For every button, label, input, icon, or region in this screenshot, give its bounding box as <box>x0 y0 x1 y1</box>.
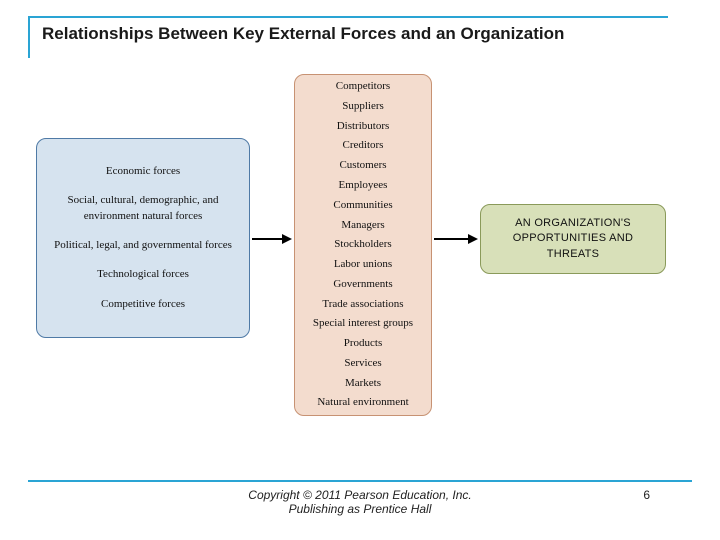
copyright-footer: Copyright © 2011 Pearson Education, Inc.… <box>0 488 720 516</box>
stakeholder-item: Employees <box>339 178 388 193</box>
stakeholder-item: Stockholders <box>334 237 391 252</box>
forces-item: Competitive forces <box>101 297 185 312</box>
arrow-line <box>252 238 282 240</box>
stakeholder-item: Trade associations <box>322 297 403 312</box>
stakeholder-item: Communities <box>333 198 392 213</box>
outcome-line: AN ORGANIZATION'S <box>515 216 631 231</box>
forces-box: Economic forces Social, cultural, demogra… <box>36 138 250 338</box>
stakeholder-item: Customers <box>339 158 386 173</box>
stakeholder-item: Creditors <box>343 138 384 153</box>
arrow-line <box>434 238 468 240</box>
stakeholders-box: Competitors Suppliers Distributors Creditor… <box>294 74 432 416</box>
stakeholder-item: Governments <box>333 277 392 292</box>
stakeholder-item: Suppliers <box>342 99 384 114</box>
forces-item: Technological forces <box>97 267 189 282</box>
stakeholder-item: Competitors <box>336 79 390 94</box>
stakeholder-item: Labor unions <box>334 257 392 272</box>
stakeholder-item: Managers <box>341 218 384 233</box>
flow-diagram: Economic forces Social, cultural, demogra… <box>36 74 684 454</box>
title-rule-vertical <box>28 16 30 58</box>
stakeholder-item: Products <box>344 336 383 351</box>
forces-item: Economic forces <box>106 164 180 179</box>
title-rule-horizontal <box>28 16 668 18</box>
arrow-head-icon <box>282 234 292 244</box>
forces-item: Political, legal, and governmental force… <box>54 238 232 253</box>
stakeholder-item: Services <box>344 356 381 371</box>
outcome-box: AN ORGANIZATION'SOPPORTUNITIES ANDTHREAT… <box>480 204 666 274</box>
arrow-1 <box>252 234 292 244</box>
copyright-line-2: Publishing as Prentice Hall <box>0 502 720 516</box>
forces-item: Social, cultural, demographic, and envir… <box>41 193 245 224</box>
outcome-line: OPPORTUNITIES AND <box>513 231 633 246</box>
slide-title: Relationships Between Key External Force… <box>42 24 564 44</box>
stakeholder-item: Markets <box>345 376 381 391</box>
page-number: 6 <box>643 488 650 502</box>
stakeholder-item: Natural environment <box>317 395 408 410</box>
stakeholder-item: Special interest groups <box>313 316 413 331</box>
arrow-head-icon <box>468 234 478 244</box>
arrow-2 <box>434 234 478 244</box>
stakeholder-item: Distributors <box>337 119 390 134</box>
copyright-line-1: Copyright © 2011 Pearson Education, Inc. <box>0 488 720 502</box>
outcome-line: THREATS <box>547 247 600 262</box>
footer-rule <box>28 480 692 482</box>
